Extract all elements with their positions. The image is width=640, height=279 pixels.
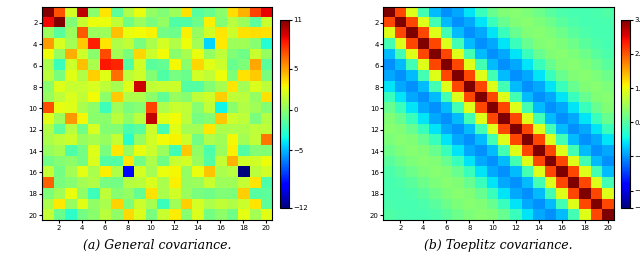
X-axis label: (a) General covariance.: (a) General covariance.: [83, 239, 231, 252]
X-axis label: (b) Toeplitz covariance.: (b) Toeplitz covariance.: [424, 239, 573, 252]
